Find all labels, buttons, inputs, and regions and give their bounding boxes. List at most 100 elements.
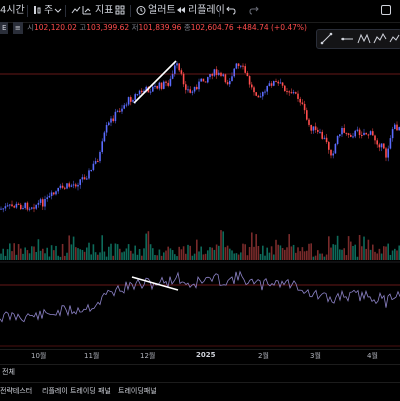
candle-body bbox=[132, 100, 134, 102]
compare-icon[interactable] bbox=[70, 4, 82, 18]
volume-bar bbox=[116, 244, 119, 260]
replay-button[interactable]: 리플레이 bbox=[188, 5, 225, 16]
volume-bar bbox=[308, 243, 310, 260]
candle-body bbox=[391, 129, 394, 139]
candle-body bbox=[273, 81, 275, 86]
replay-icon[interactable] bbox=[175, 4, 187, 18]
volume-bar bbox=[213, 249, 216, 260]
candle-body bbox=[259, 96, 262, 98]
volume-bar bbox=[290, 246, 293, 260]
pattern-tool-icon[interactable] bbox=[357, 33, 371, 44]
candle-body bbox=[266, 86, 268, 92]
volume-bar bbox=[152, 248, 154, 260]
volume-bar bbox=[77, 248, 79, 260]
candle-body bbox=[149, 91, 152, 93]
chart-type-label[interactable]: 주 bbox=[44, 5, 54, 16]
volume-bar bbox=[37, 239, 40, 260]
candle-body bbox=[347, 133, 350, 135]
candle-body bbox=[101, 141, 103, 153]
tab-replay-trading-panel[interactable]: 리플레이 트레이딩 패널 bbox=[42, 387, 111, 395]
volume-bar bbox=[121, 252, 123, 260]
candle-body bbox=[396, 124, 398, 131]
candle-body bbox=[70, 185, 73, 187]
indicators-icon[interactable] bbox=[81, 4, 93, 18]
candle-body bbox=[361, 134, 363, 136]
candle-body bbox=[220, 72, 222, 76]
legend-menu-icon[interactable]: ≡ bbox=[12, 22, 23, 34]
volume-bar bbox=[204, 253, 207, 260]
chart-type-icon[interactable] bbox=[31, 4, 43, 18]
volume-bar bbox=[323, 256, 326, 260]
horizontal-ray-tool-icon[interactable] bbox=[341, 37, 353, 41]
candle-body bbox=[350, 134, 352, 137]
volume-bar bbox=[286, 247, 288, 260]
tab-trading-panel[interactable]: 트레이딩패널 bbox=[118, 387, 157, 395]
tab-strategy-tester[interactable]: 전략테스터 bbox=[0, 387, 33, 395]
candle-body bbox=[303, 103, 306, 111]
change-value: +484.74 (+0.47%) bbox=[236, 23, 307, 32]
volume-bar bbox=[354, 244, 356, 260]
volume-bar bbox=[4, 255, 7, 260]
volume-bar bbox=[345, 255, 348, 260]
candle-body bbox=[171, 73, 174, 79]
volume-bar bbox=[332, 244, 334, 260]
volume-bar bbox=[281, 248, 284, 260]
candle-body bbox=[86, 178, 88, 180]
volume-bar bbox=[325, 254, 328, 260]
candle-body bbox=[123, 105, 125, 109]
time-axis[interactable]: 10월 11월 12월 2025 2월 3월 4월 bbox=[0, 349, 400, 362]
x-tick: 2월 bbox=[258, 352, 269, 360]
templates-icon[interactable] bbox=[114, 4, 126, 18]
volume-bar bbox=[240, 252, 242, 260]
x-tick: 4월 bbox=[367, 352, 378, 360]
volume-bar bbox=[64, 255, 66, 260]
forecast-tool-icon[interactable] bbox=[389, 34, 400, 43]
high-label: 고 bbox=[79, 23, 87, 32]
candle-body bbox=[288, 91, 290, 93]
volume-bar bbox=[248, 247, 251, 260]
divider bbox=[27, 5, 28, 17]
alert-button[interactable]: 얼러트 bbox=[148, 5, 176, 16]
symbol-tag[interactable]: E bbox=[0, 22, 9, 34]
trendline-tool-icon[interactable] bbox=[320, 32, 333, 45]
volume-bar bbox=[149, 244, 152, 260]
undo-icon[interactable] bbox=[225, 4, 237, 18]
volume-bar bbox=[180, 249, 183, 260]
indicators-button[interactable]: 지표 bbox=[95, 5, 114, 16]
price-chart[interactable] bbox=[0, 34, 400, 349]
volume-bar bbox=[92, 244, 95, 260]
candle-body bbox=[314, 126, 317, 130]
interval-selector[interactable]: 4시간 bbox=[0, 5, 25, 16]
candle-body bbox=[244, 66, 246, 73]
volume-bar bbox=[189, 245, 191, 260]
volume-bar bbox=[81, 249, 84, 260]
view-all-button[interactable]: 전체 bbox=[2, 368, 15, 376]
candle-body bbox=[262, 91, 264, 97]
candle-body bbox=[367, 134, 370, 136]
volume-bar bbox=[378, 248, 381, 260]
open-label: 시 bbox=[27, 23, 34, 32]
elliott-wave-tool-icon[interactable] bbox=[373, 32, 387, 44]
volume-bar bbox=[160, 255, 163, 260]
volume-bar bbox=[387, 243, 389, 260]
rsi-divergence-line[interactable] bbox=[131, 276, 179, 291]
volume-bar bbox=[264, 255, 266, 260]
alert-icon[interactable] bbox=[135, 4, 147, 18]
volume-bar bbox=[356, 256, 359, 260]
volume-bar bbox=[99, 252, 101, 260]
volume-bar bbox=[70, 244, 73, 260]
candle-body bbox=[59, 185, 62, 188]
volume-bar bbox=[165, 250, 167, 260]
chevron-down-icon[interactable] bbox=[54, 4, 62, 18]
candle-body bbox=[211, 73, 213, 76]
candle-body bbox=[68, 183, 70, 187]
candle-body bbox=[242, 65, 244, 67]
volume-bar bbox=[57, 255, 59, 260]
volume-bar bbox=[312, 256, 315, 260]
redo-icon[interactable] bbox=[248, 4, 260, 18]
trend-line-drawing[interactable] bbox=[133, 60, 177, 104]
candle-body bbox=[105, 125, 108, 133]
candle-body bbox=[213, 69, 216, 76]
candle-body bbox=[103, 132, 106, 142]
fullscreen-icon[interactable] bbox=[380, 4, 392, 18]
